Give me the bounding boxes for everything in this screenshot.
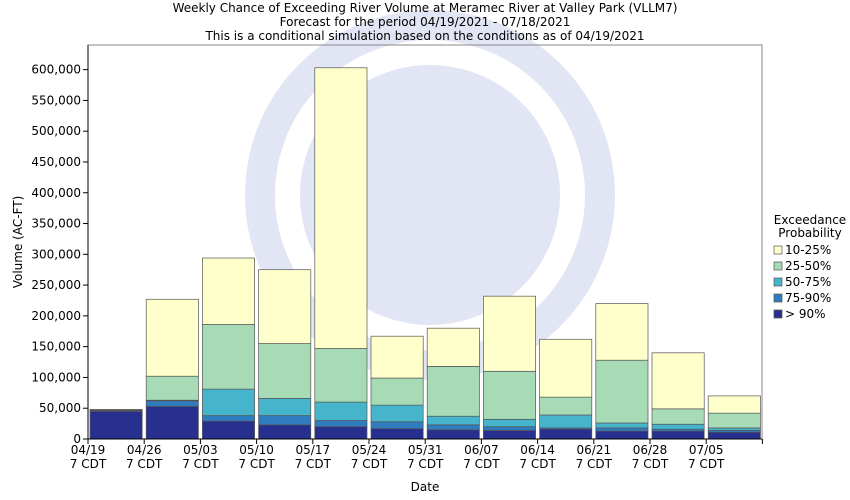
bar-segment [258, 415, 312, 426]
y-tick-label: 500,000 [31, 124, 81, 138]
x-tick-label: 07/05 7 CDT [688, 443, 725, 471]
bar-segment [314, 401, 368, 421]
bar-segment [370, 421, 424, 429]
y-tick-label: 200,000 [31, 309, 81, 323]
bar-segment [202, 415, 255, 422]
bar-segment [651, 408, 705, 425]
bar-segment [314, 348, 368, 403]
legend-label: 10-25% [785, 243, 831, 257]
legend-swatch [773, 277, 783, 287]
bar-segment [89, 409, 143, 411]
bar-segment [651, 352, 705, 410]
bar-segment [202, 388, 255, 416]
bar-segment [539, 338, 593, 398]
y-tick-label: 50,000 [39, 401, 81, 415]
y-tick-label: 400,000 [31, 186, 81, 200]
bar-segment [258, 343, 312, 399]
bar-segment [426, 366, 480, 417]
bar-segment [707, 431, 761, 440]
bar-segment [539, 428, 593, 440]
legend-title: Exceedance Probability [774, 213, 846, 240]
bar-segment [426, 429, 480, 440]
bar-segment [483, 426, 536, 431]
y-tick-label: 250,000 [31, 278, 81, 292]
legend-label: > 90% [785, 307, 826, 321]
bar-segment [314, 420, 368, 428]
bar-segment [707, 412, 761, 429]
legend-swatch [773, 293, 783, 303]
bar-segment [426, 424, 480, 431]
bar-segment [145, 400, 199, 407]
x-tick-label: 05/31 7 CDT [407, 443, 444, 471]
bar-segment [595, 422, 649, 429]
chart-title: Weekly Chance of Exceeding River Volume … [173, 1, 678, 15]
legend-swatch [773, 245, 783, 255]
x-tick-label: 05/17 7 CDT [295, 443, 332, 471]
bar-segment [145, 375, 199, 401]
y-tick-label: 150,000 [31, 340, 81, 354]
legend-swatch [773, 309, 783, 319]
bar-segment [595, 359, 649, 424]
legend-label: 25-50% [785, 259, 831, 273]
x-tick-label: 06/21 7 CDT [576, 443, 613, 471]
bar-segment [145, 298, 199, 377]
bar-segment [314, 67, 368, 349]
bar-segment [595, 430, 649, 440]
bar-segment [202, 324, 255, 390]
y-tick-label: 100,000 [31, 370, 81, 384]
x-tick-label: 05/10 7 CDT [238, 443, 275, 471]
bar-segment [483, 430, 536, 440]
bar-segment [258, 269, 312, 344]
bar-segment [202, 257, 255, 325]
bar-segment [370, 428, 424, 440]
legend-label: 75-90% [785, 291, 831, 305]
bar-segment [483, 295, 536, 372]
y-tick-label: 300,000 [31, 247, 81, 261]
y-tick-label: 600,000 [31, 63, 81, 77]
y-axis-label: Volume (AC-FT) [11, 196, 25, 289]
bar-segment [370, 404, 424, 423]
bar-segment [595, 303, 649, 361]
bar-segment [258, 424, 312, 440]
bar-segment [426, 415, 480, 426]
y-tick-label: 450,000 [31, 155, 81, 169]
y-tick-label: 0 [73, 432, 81, 446]
bar-segment [370, 377, 424, 406]
bar-segment [651, 430, 705, 440]
bar-segment [651, 423, 705, 430]
bar-segment [202, 420, 255, 440]
bar-segment [707, 395, 761, 414]
bar-segment [314, 426, 368, 440]
bar-segment [89, 410, 143, 440]
x-tick-label: 05/03 7 CDT [182, 443, 219, 471]
y-tick-label: 550,000 [31, 93, 81, 107]
legend-swatch [773, 261, 783, 271]
bar-segment [595, 427, 649, 432]
bar-segment [483, 370, 536, 420]
x-tick-label: 04/19 7 CDT [70, 443, 107, 471]
bar-segment [370, 335, 424, 379]
chart-subtitle: Forecast for the period 04/19/2021 - 07/… [280, 15, 571, 29]
x-tick-label: 06/14 7 CDT [519, 443, 556, 471]
bar-segment [145, 406, 199, 440]
y-tick-label: 350,000 [31, 217, 81, 231]
x-axis-label: Date [411, 480, 440, 494]
x-tick-label: 04/26 7 CDT [126, 443, 163, 471]
bar-segment [539, 414, 593, 429]
bar-segment [258, 398, 312, 416]
x-tick-label: 05/24 7 CDT [351, 443, 388, 471]
x-tick-label: 06/28 7 CDT [632, 443, 669, 471]
chart-note: This is a conditional simulation based o… [204, 29, 644, 43]
bar-segment [707, 427, 761, 431]
x-tick-label: 06/07 7 CDT [463, 443, 500, 471]
bar-segment [483, 418, 536, 428]
legend-label: 50-75% [785, 275, 831, 289]
bar-segment [539, 396, 593, 416]
bar-segment [426, 327, 480, 367]
